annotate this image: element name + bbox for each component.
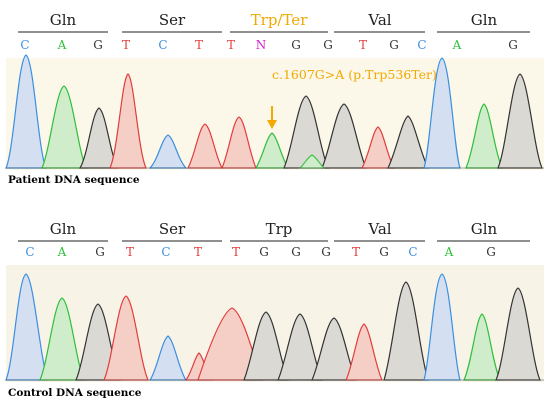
base-call: T (122, 38, 130, 52)
control-codon-label: Trp (266, 220, 293, 238)
patient-base-calls: C A G T C T T N G G T G C A G (20, 38, 517, 52)
control-codon-label: Gln (471, 220, 498, 238)
base-call: T (232, 245, 240, 259)
trace-peak-c (148, 335, 188, 381)
control-panel-label: Control DNA sequence (8, 387, 142, 399)
base-call: G (93, 38, 103, 52)
control-codon-label: Val (367, 220, 391, 238)
trace-peak-g (321, 103, 367, 169)
base-call: G (508, 38, 518, 52)
base-call: G (291, 245, 301, 259)
control-panel: Gln Ser Trp Val Gln C A G T C T T G G G … (5, 220, 544, 399)
base-call: T (352, 245, 360, 259)
base-call: C (158, 38, 167, 52)
base-call: G (323, 38, 333, 52)
patient-codon-label: Gln (50, 11, 77, 29)
control-codon-label: Gln (50, 220, 77, 238)
base-call: C (417, 38, 426, 52)
trace-peak-g (383, 281, 429, 381)
base-call: C (161, 245, 170, 259)
base-call: T (359, 38, 367, 52)
base-call: G (379, 245, 389, 259)
trace-peak-g (497, 73, 543, 169)
base-call: G (95, 245, 105, 259)
trace-peak-a-secondary (298, 154, 326, 169)
trace-peak-c (5, 273, 49, 381)
mutation-annotation: c.1607G>A (p.Trp536Ter) (272, 67, 437, 82)
base-call: T (194, 245, 202, 259)
trace-peak-a (463, 313, 501, 381)
base-call: G (321, 245, 331, 259)
base-call: G (259, 245, 269, 259)
patient-panel-label: Patient DNA sequence (8, 174, 140, 186)
trace-peak-t (221, 116, 257, 169)
control-codon-label: Ser (159, 220, 186, 238)
base-call: G (389, 38, 399, 52)
trace-peak-c (5, 54, 47, 169)
patient-trace-peaks (5, 54, 544, 169)
base-call: A (444, 245, 454, 259)
trace-peak-g (495, 287, 541, 381)
base-call: T (126, 245, 134, 259)
base-call: G (486, 245, 496, 259)
base-call-ambiguous: N (256, 38, 267, 52)
control-base-calls: C A G T C T T G G G T G C A G (25, 245, 495, 259)
trace-peak-c (148, 134, 188, 169)
patient-codon-label-mutant: Trp/Ter (251, 11, 309, 29)
trace-peak-c (423, 57, 461, 169)
base-call: A (57, 38, 67, 52)
mutation-arrow-head (267, 120, 277, 129)
base-call: A (452, 38, 462, 52)
trace-peak-g (283, 95, 329, 169)
base-call: T (195, 38, 203, 52)
patient-panel: Gln Ser Trp/Ter Val Gln C A G T C T T N … (5, 11, 544, 186)
control-trace-peaks (5, 273, 544, 381)
base-call: G (291, 38, 301, 52)
trace-peak-t (103, 295, 149, 381)
patient-codon-label: Ser (159, 11, 186, 29)
trace-peak-t (345, 323, 383, 381)
trace-peak-n-mixed (254, 132, 290, 169)
trace-peak-a (465, 103, 503, 169)
trace-peak-t (360, 126, 396, 169)
base-call: C (25, 245, 34, 259)
base-call: T (227, 38, 235, 52)
trace-peak-t (109, 73, 147, 169)
patient-codon-label: Val (367, 11, 391, 29)
trace-peak-t (186, 123, 224, 169)
base-call: A (57, 245, 67, 259)
patient-codon-label: Gln (471, 11, 498, 29)
trace-peak-a (41, 85, 87, 169)
base-call: C (20, 38, 29, 52)
base-call: C (408, 245, 417, 259)
trace-peak-c (423, 273, 461, 381)
trace-peak-g (387, 115, 429, 169)
trace-peak-a (39, 297, 85, 381)
